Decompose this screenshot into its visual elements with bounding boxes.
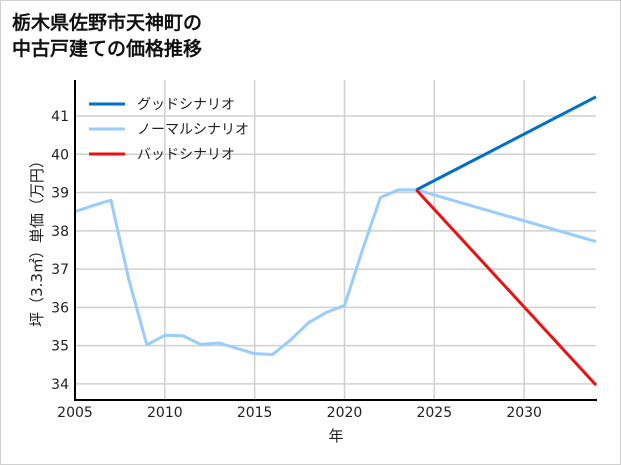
legend-label: バッドシナリオ <box>137 147 235 163</box>
x-axis-label: 年 <box>328 427 343 445</box>
x-tick-label: 2025 <box>416 405 452 421</box>
y-tick-label: 40 <box>51 147 69 163</box>
grid <box>75 80 596 400</box>
chart-title-line-1: 栃木県佐野市天神町の <box>12 12 203 34</box>
y-tick-label: 39 <box>51 186 69 202</box>
y-tick-label: 36 <box>51 300 69 316</box>
y-tick-label: 38 <box>51 224 69 240</box>
series-line-2 <box>74 188 597 356</box>
y-axis-label: 坪（3.3㎡）単価（万円） <box>28 153 46 327</box>
chart-title-line-2: 中古戸建ての価格推移 <box>12 38 203 60</box>
series-line-1 <box>415 95 597 192</box>
series-lines <box>74 95 598 387</box>
legend-label: グッドシナリオ <box>137 97 235 113</box>
y-tick-label: 34 <box>51 377 69 393</box>
series-line-3 <box>415 188 598 387</box>
x-tick-label: 2010 <box>147 405 183 421</box>
x-tick-label: 2015 <box>237 405 273 421</box>
y-tick-label: 35 <box>51 339 69 355</box>
x-tick-label: 2030 <box>506 405 542 421</box>
x-tick-label: 2005 <box>57 405 93 421</box>
tick-labels: 2005 2010 2015 2020 2025 2030 34 35 36 37 38 39 40 41 <box>51 109 542 421</box>
chart-title: 栃木県佐野市天神町の 中古戸建ての価格推移 <box>12 10 202 62</box>
y-tick-label: 37 <box>51 262 69 278</box>
x-tick-label: 2020 <box>327 405 363 421</box>
y-tick-label: 41 <box>51 109 69 125</box>
legend-label: ノーマルシナリオ <box>137 122 249 138</box>
